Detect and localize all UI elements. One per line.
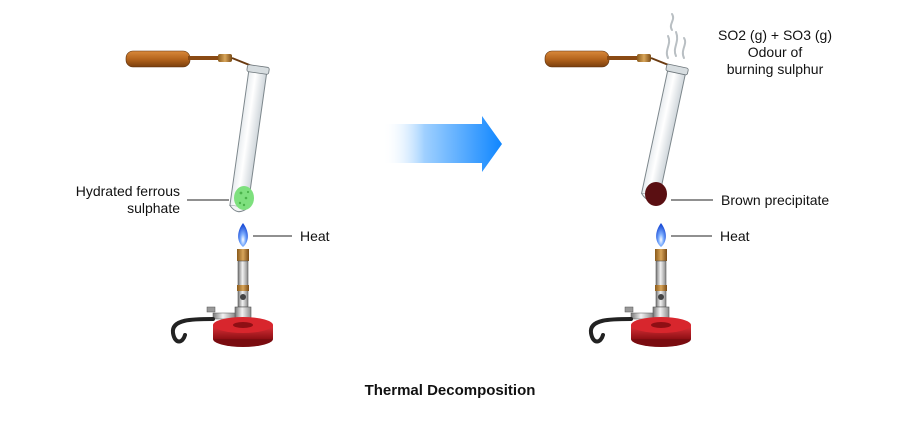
left-sample-label: Hydrated ferrous sulphate bbox=[40, 183, 180, 217]
diagram-title: Thermal Decomposition bbox=[364, 382, 536, 399]
residue-label: Brown precipitate bbox=[721, 192, 830, 208]
left-sample bbox=[234, 186, 254, 210]
left-heat-label: Heat bbox=[300, 228, 330, 244]
process-arrow bbox=[383, 116, 502, 172]
right-test-tube bbox=[640, 63, 689, 201]
right-residue bbox=[645, 182, 667, 206]
left-tongs bbox=[125, 50, 253, 68]
left-sample-label-line2: sulphate bbox=[127, 200, 180, 216]
right-tongs bbox=[544, 50, 672, 68]
right-bunsen-burner bbox=[588, 221, 693, 349]
gas-label-line1: SO2 (g) + SO3 (g) bbox=[718, 27, 832, 43]
gas-label-line2: Odour of bbox=[747, 44, 803, 60]
gas-label: SO2 (g) + SO3 (g) Odour of burning sulph… bbox=[700, 27, 850, 78]
left-bunsen-burner bbox=[170, 221, 275, 349]
gas-label-line3: burning sulphur bbox=[726, 61, 824, 77]
right-setup bbox=[544, 13, 713, 349]
fumes bbox=[665, 13, 687, 59]
right-heat-label: Heat bbox=[720, 228, 750, 244]
left-sample-label-line1: Hydrated ferrous bbox=[75, 183, 180, 199]
left-setup bbox=[125, 50, 292, 349]
